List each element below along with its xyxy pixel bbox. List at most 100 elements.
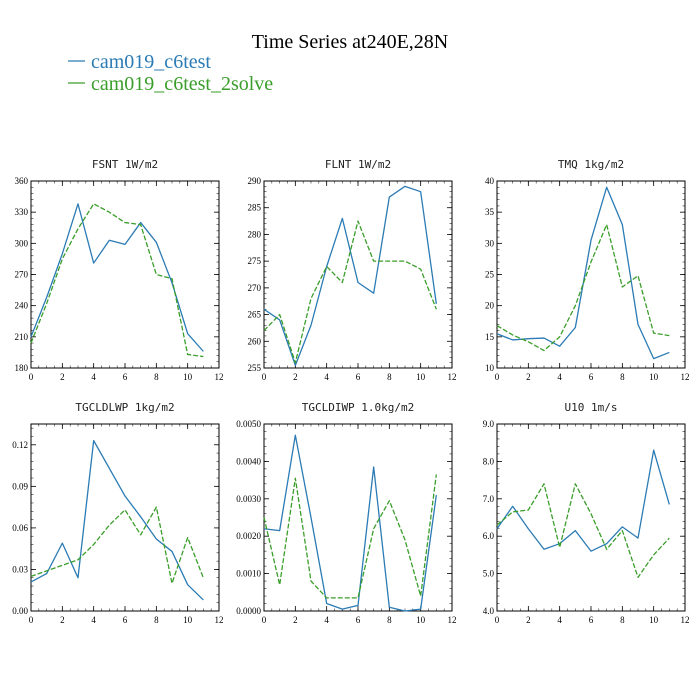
x-tick-label: 2 (293, 372, 298, 382)
series-line-cam019-c6test-2solve (30, 203, 204, 358)
series-line-cam019-c6test (263, 434, 437, 612)
x-tick-label: 6 (123, 372, 128, 382)
x-tick-label: 0 (29, 615, 34, 625)
x-tick-label: 0 (495, 372, 500, 382)
x-tick-label: 6 (356, 372, 361, 382)
series-line-cam019-c6test-2solve (30, 506, 204, 584)
y-tick-label: 180 (15, 363, 29, 373)
y-tick-label: 265 (248, 310, 262, 320)
panel-2: TMQ 1kg/m2 0 2 4 6 8 10 12 10 15 20 25 30 35 40 (485, 158, 690, 382)
x-tick-label: 4 (324, 615, 329, 625)
panel-title-2: TMQ 1kg/m2 (558, 158, 624, 171)
y-tick-label: 7.0 (483, 494, 495, 504)
panel-title-5: U10 1m/s (565, 401, 618, 414)
y-tick-label: 0.06 (12, 523, 28, 533)
x-tick-label: 2 (60, 372, 65, 382)
y-tick-label: 10 (485, 363, 495, 373)
panel-3: TGCLDLWP 1kg/m2 0 2 4 6 8 10 12 0.00 0.03 0.06 0.09… (12, 401, 223, 625)
plot-frame (263, 180, 453, 369)
panel-4: TGCLDIWP 1.0kg/m2 0 2 4 6 8 10 12 0.0000 0.0010 0.… (236, 401, 456, 625)
x-tick-label: 2 (526, 615, 531, 625)
x-tick-label: 12 (448, 615, 457, 625)
y-tick-label: 275 (248, 256, 262, 266)
y-tick-label: 15 (485, 332, 495, 342)
x-tick-label: 2 (526, 372, 531, 382)
y-tick-label: 360 (15, 176, 29, 186)
x-tick-label: 0 (262, 615, 267, 625)
x-tick-label: 4 (91, 615, 96, 625)
x-tick-label: 10 (416, 615, 426, 625)
plot-frame (30, 423, 220, 612)
y-tick-label: 30 (485, 238, 495, 248)
x-tick-label: 2 (60, 615, 65, 625)
x-tick-label: 12 (215, 615, 224, 625)
y-tick-label: 40 (485, 176, 495, 186)
x-tick-label: 0 (29, 372, 34, 382)
x-tick-label: 12 (448, 372, 457, 382)
x-tick-label: 10 (183, 372, 193, 382)
y-tick-label: 330 (15, 207, 29, 217)
y-tick-label: 290 (248, 176, 262, 186)
figure-title: Time Series at240E,28N (252, 31, 448, 53)
panel-title-4: TGCLDIWP 1.0kg/m2 (302, 401, 415, 414)
x-tick-label: 2 (293, 615, 298, 625)
panels: FSNT 1W/m20 2 4 6 8 10 12180210240270300330360… (12, 158, 689, 625)
plot-frame (30, 180, 220, 369)
y-tick-label: 6.0 (483, 531, 495, 541)
series-line-cam019-c6test-2solve (496, 483, 670, 578)
y-tick-label: 35 (485, 207, 495, 217)
x-tick-label: 8 (620, 372, 625, 382)
panel-1: FLNT 1W/m2 0 2 4 6 8 10 12 255 260 265 270 275 280 285… (248, 158, 457, 382)
x-tick-label: 6 (123, 615, 128, 625)
y-tick-label: 8.0 (483, 456, 495, 466)
y-tick-label: 300 (15, 238, 29, 248)
y-tick-label: 25 (485, 270, 495, 280)
x-tick-label: 8 (154, 372, 159, 382)
x-tick-label: 12 (681, 372, 690, 382)
x-tick-label: 12 (215, 372, 224, 382)
legend-label-0: cam019_c6test (91, 51, 211, 73)
series-line-cam019-c6test-2solve (263, 474, 437, 599)
x-tick-label: 0 (262, 372, 267, 382)
y-tick-label: 0.0020 (236, 531, 261, 541)
x-tick-label: 6 (589, 372, 594, 382)
x-tick-label: 12 (681, 615, 690, 625)
x-tick-label: 4 (91, 372, 96, 382)
y-tick-label: 255 (248, 363, 262, 373)
x-tick-label: 4 (324, 372, 329, 382)
series-line-cam019-c6test (263, 185, 437, 366)
y-tick-label: 0.0030 (236, 494, 261, 504)
y-tick-label: 0.09 (12, 481, 28, 491)
y-tick-label: 0.0040 (236, 456, 261, 466)
series-line-cam019-c6test (30, 203, 204, 352)
x-tick-label: 8 (620, 615, 625, 625)
panel-title-0: FSNT 1W/m2 (92, 158, 158, 171)
series-line-cam019-c6test-2solve (496, 223, 670, 352)
y-tick-label: 0.12 (12, 440, 28, 450)
plot-frame (496, 423, 686, 612)
panel-5: U10 1m/s 0 2 4 6 8 10 12 4.0 5.0 6.0 7.0 8.0 9.0 (483, 401, 690, 625)
y-tick-label: 260 (248, 336, 262, 346)
legend-label-1: cam019_c6test_2solve (91, 73, 273, 95)
y-tick-label: 0.0000 (236, 606, 261, 616)
y-tick-label: 4.0 (483, 606, 495, 616)
y-tick-label: 270 (15, 270, 29, 280)
legend: cam019_c6test cam019_c6test_2solve (68, 51, 273, 95)
x-tick-label: 10 (183, 615, 193, 625)
panel-0: FSNT 1W/m2 0 2 4 6 8 10 12 180 210 240 270 300 330 360 (15, 158, 224, 382)
x-tick-label: 4 (557, 372, 562, 382)
series-line-cam019-c6test (496, 449, 670, 552)
x-tick-label: 8 (387, 615, 392, 625)
series-line-cam019-c6test (30, 439, 204, 601)
y-tick-label: 5.0 (483, 569, 495, 579)
y-tick-label: 210 (15, 332, 29, 342)
y-tick-label: 0.03 (12, 564, 28, 574)
x-tick-label: 8 (154, 615, 159, 625)
panel-title-3: TGCLDLWP 1kg/m2 (75, 401, 174, 414)
y-tick-label: 20 (485, 301, 495, 311)
x-tick-label: 0 (495, 615, 500, 625)
x-tick-label: 8 (387, 372, 392, 382)
y-tick-label: 0.0050 (236, 419, 261, 429)
x-tick-label: 10 (649, 372, 659, 382)
